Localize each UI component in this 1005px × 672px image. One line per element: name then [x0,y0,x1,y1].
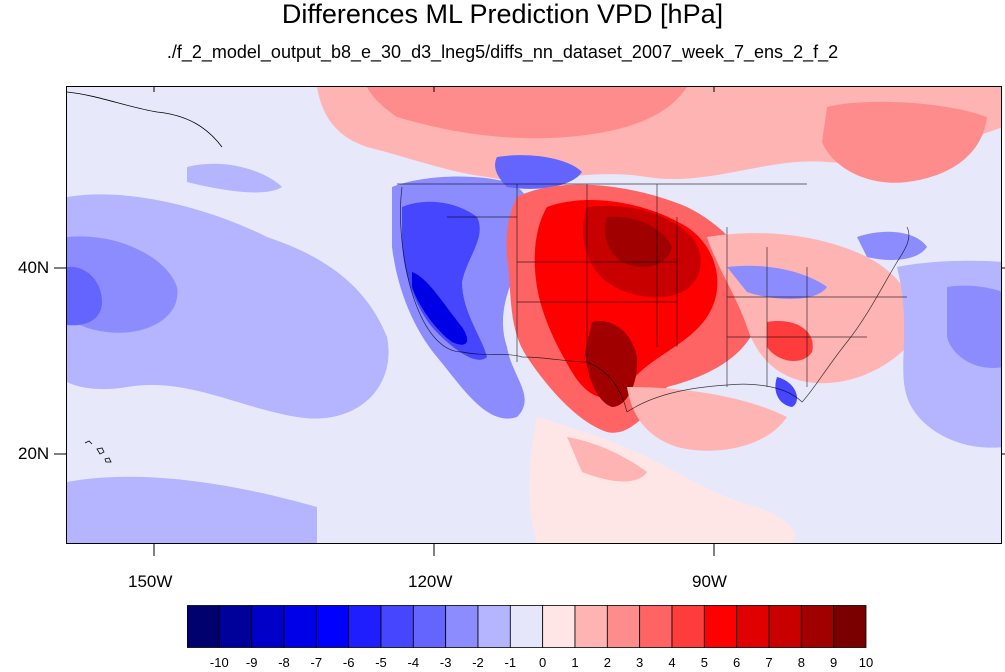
colorbar-box [283,605,317,648]
colorbar-box [509,605,544,648]
colorbar-box [606,605,641,648]
colorbar-label: 0 [539,655,547,670]
colorbar-label: 10 [858,655,874,670]
colorbar-box [768,605,802,648]
colorbar-box [833,605,867,648]
axis-ticks [54,86,1005,556]
colorbar-label: -4 [407,655,420,670]
colorbar-box [639,605,673,648]
colorbar-label: -6 [342,655,355,670]
colorbar-label: 1 [571,655,579,670]
colorbar-box [315,605,350,648]
lat-label-40n: 40N [18,258,50,277]
colorbar-label: -9 [245,655,258,670]
colorbar-label: -3 [439,655,452,670]
colorbar-label: -7 [310,655,323,670]
colorbar-box [445,605,479,648]
lon-label-150w: 150W [128,572,173,591]
colorbar-label: 2 [603,655,611,670]
lon-label-90w: 90W [692,572,727,591]
colorbar-label: -8 [278,655,290,670]
colorbar-box [542,605,576,648]
lon-label-120w: 120W [408,572,453,591]
colorbar-box [187,605,220,648]
colorbar [187,605,867,648]
vpd-difference-field [67,87,1001,543]
colorbar-label: 5 [700,655,708,670]
colorbar-label: -2 [472,655,484,670]
colorbar-label: 7 [765,655,773,670]
colorbar-box [218,605,253,648]
colorbar-label: 4 [668,655,676,670]
colorbar-label: -10 [209,655,229,670]
colorbar-box [412,605,447,648]
colorbar-box [477,605,511,648]
colorbar-box [251,605,285,648]
colorbar-label: 6 [733,655,741,670]
colorbar-box [348,605,382,648]
colorbar-box [574,605,608,648]
map-panel [66,86,1002,544]
colorbar-label: 8 [797,655,805,670]
colorbar-box [736,605,770,648]
colorbar-box [380,605,414,648]
lat-label-20n: 20N [18,444,50,463]
colorbar-label: 9 [830,655,838,670]
colorbar-box [703,605,738,648]
colorbar-box [671,605,705,648]
colorbar-label: 3 [636,655,644,670]
map-subtitle: ./f_2_model_output_b8_e_30_d3_lneg5/diff… [166,42,839,62]
colorbar-box [800,605,835,648]
map-title: Differences ML Prediction VPD [hPa] [281,0,724,29]
colorbar-label: -5 [375,655,387,670]
colorbar-label: -1 [504,655,517,670]
